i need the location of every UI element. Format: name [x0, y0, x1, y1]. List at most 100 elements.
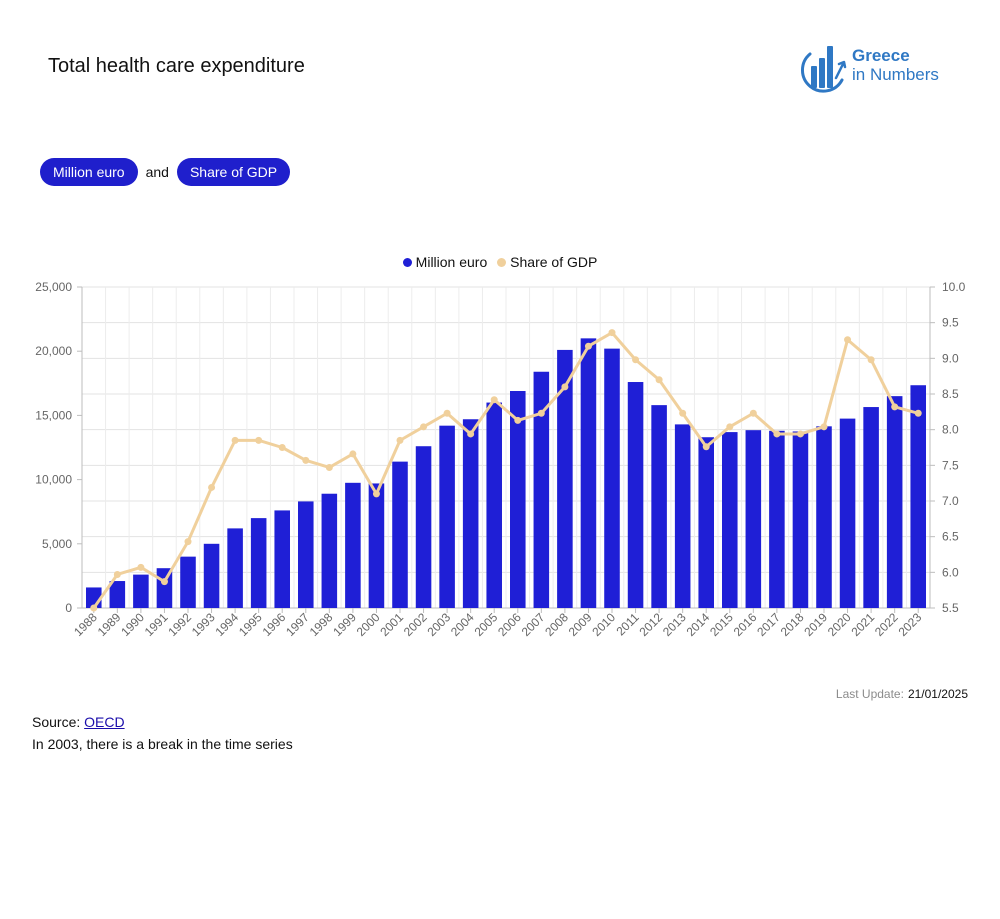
bar-million-euro: [674, 424, 691, 608]
x-tick-label: 2019: [801, 610, 830, 639]
y-right-tick-label: 6.0: [942, 565, 959, 579]
million-euro-button[interactable]: Million euro: [40, 158, 138, 186]
point-share-of-gdp: [867, 356, 875, 364]
bar-million-euro: [250, 518, 267, 608]
x-tick-label: 1995: [236, 610, 265, 639]
x-tick-label: 2008: [542, 610, 571, 639]
legend-label-share-of-gdp: Share of GDP: [510, 254, 598, 270]
bar-million-euro: [298, 501, 314, 608]
x-tick-label: 2010: [589, 610, 618, 639]
point-share-of-gdp: [490, 396, 498, 404]
bar-million-euro: [321, 493, 338, 608]
x-tick-label: 2020: [825, 610, 854, 639]
y-right-tick-label: 7.0: [942, 494, 959, 508]
point-share-of-gdp: [584, 342, 592, 350]
bar-million-euro: [109, 581, 126, 608]
y-right-tick-label: 7.5: [942, 458, 959, 472]
x-tick-label: 1997: [283, 610, 312, 639]
bar-million-euro: [580, 338, 597, 608]
point-share-of-gdp: [349, 450, 357, 458]
x-tick-label: 2013: [660, 610, 689, 639]
y-right-tick-label: 10.0: [942, 280, 966, 294]
source-line: Source: OECD: [32, 714, 125, 730]
bar-million-euro: [816, 426, 832, 608]
y-right-tick-label: 9.5: [942, 316, 959, 330]
point-share-of-gdp: [137, 563, 145, 571]
point-share-of-gdp: [655, 376, 663, 384]
point-share-of-gdp: [914, 409, 922, 417]
bar-million-euro: [203, 543, 220, 608]
source-link-oecd[interactable]: OECD: [84, 714, 125, 730]
point-share-of-gdp: [278, 444, 286, 451]
last-update-label: Last Update:: [835, 687, 904, 701]
point-share-of-gdp: [608, 329, 616, 337]
greece-in-numbers-logo[interactable]: Greece in Numbers: [798, 40, 958, 96]
x-tick-label: 1989: [95, 610, 124, 639]
point-share-of-gdp: [302, 456, 310, 464]
x-tick-label: 2004: [448, 610, 477, 639]
legend-item-share-of-gdp[interactable]: Share of GDP: [497, 254, 597, 270]
y-left-tick-label: 20,000: [35, 344, 72, 358]
bar-million-euro: [651, 405, 667, 608]
point-share-of-gdp: [184, 538, 192, 546]
source-label: Source:: [32, 714, 81, 730]
point-share-of-gdp: [891, 403, 899, 411]
time-series-note: In 2003, there is a break in the time se…: [32, 736, 293, 752]
point-share-of-gdp: [160, 578, 168, 586]
x-tick-label: 1998: [307, 610, 336, 639]
x-tick-label: 2000: [354, 610, 383, 639]
point-share-of-gdp: [726, 423, 734, 431]
y-right-tick-label: 9.0: [942, 351, 959, 365]
bar-million-euro: [910, 385, 926, 608]
point-share-of-gdp: [255, 436, 263, 444]
y-left-tick-label: 15,000: [35, 408, 72, 422]
bar-million-euro: [886, 396, 903, 608]
legend-item-million-euro[interactable]: Million euro: [402, 254, 488, 270]
point-share-of-gdp: [372, 490, 380, 498]
point-share-of-gdp: [537, 409, 545, 417]
x-tick-label: 2015: [707, 610, 736, 639]
bar-million-euro: [627, 382, 644, 608]
x-tick-label: 2001: [377, 610, 406, 639]
share-of-gdp-button[interactable]: Share of GDP: [176, 158, 291, 186]
chart-legend: Million euro Share of GDP: [0, 254, 1000, 270]
bar-million-euro: [533, 371, 550, 608]
point-share-of-gdp: [749, 409, 757, 417]
bar-million-euro: [180, 556, 196, 608]
point-share-of-gdp: [325, 463, 333, 471]
logo-text: Greece in Numbers: [852, 46, 939, 84]
page-title: Total health care expenditure: [48, 55, 305, 77]
bar-million-euro: [227, 528, 243, 608]
point-share-of-gdp: [231, 436, 239, 444]
point-share-of-gdp: [443, 409, 451, 417]
y-right-tick-label: 8.5: [942, 387, 959, 401]
x-tick-label: 1990: [118, 610, 147, 639]
x-tick-label: 1988: [71, 610, 100, 639]
x-tick-label: 2005: [472, 610, 501, 639]
y-left-tick-label: 25,000: [35, 280, 72, 294]
bar-million-euro: [439, 425, 455, 608]
point-share-of-gdp: [632, 356, 640, 364]
bar-million-euro: [133, 574, 149, 608]
point-share-of-gdp: [396, 436, 404, 444]
x-tick-label: 2022: [872, 610, 901, 639]
legend-label-million-euro: Million euro: [415, 254, 488, 270]
point-share-of-gdp: [467, 430, 475, 438]
point-share-of-gdp: [679, 409, 687, 417]
legend-dot-share-of-gdp: [497, 257, 507, 267]
bar-million-euro: [792, 431, 809, 608]
last-update: Last Update: 21/01/2025: [836, 687, 968, 701]
bar-million-euro: [415, 446, 432, 608]
x-tick-label: 2002: [401, 610, 430, 639]
bar-million-euro: [722, 432, 738, 608]
logo-line-1: Greece: [852, 46, 910, 65]
y-left-tick-label: 10,000: [35, 473, 72, 487]
last-update-date: 21/01/2025: [907, 687, 968, 701]
x-tick-label: 2014: [684, 610, 713, 639]
x-tick-label: 2006: [495, 610, 524, 639]
x-tick-label: 2009: [566, 610, 595, 639]
point-share-of-gdp: [208, 483, 216, 491]
point-share-of-gdp: [514, 416, 522, 424]
x-tick-label: 1992: [165, 610, 194, 639]
line-share-of-gdp: [92, 331, 919, 609]
